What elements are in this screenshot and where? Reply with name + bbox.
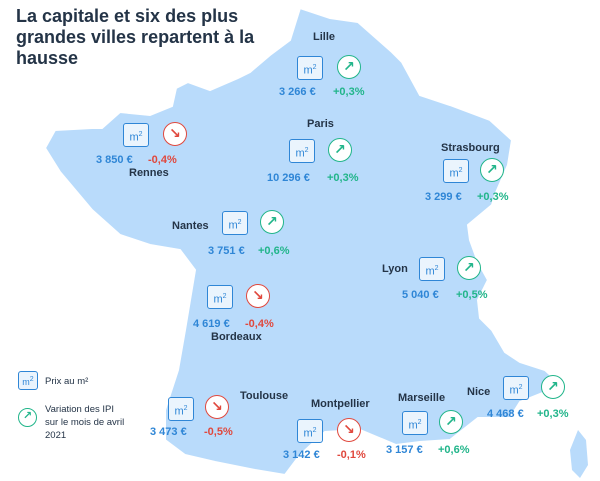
city-variation: +0,6%	[438, 444, 470, 456]
city-variation: +0,3%	[477, 191, 509, 203]
city-price: 10 296 €	[267, 172, 310, 184]
legend-variation-label: Variation des IPI sur le mois de avril 2…	[45, 404, 125, 441]
city-price: 3 142 €	[283, 449, 320, 461]
city-name: Marseille	[398, 392, 446, 404]
city-price: 3 473 €	[150, 426, 187, 438]
m2-square-icon: m2	[18, 371, 38, 390]
m2-square-icon: m2	[297, 419, 323, 443]
city-price: 3 850 €	[96, 154, 133, 166]
arrow-up-right-circle-icon: ↗	[328, 138, 352, 162]
arrow-up-right-circle-icon: ↗	[541, 375, 565, 399]
city-name: Nantes	[172, 220, 209, 232]
m2-square-icon: m2	[297, 56, 323, 80]
city-name: Lille	[313, 31, 336, 43]
city-name: Montpellier	[311, 398, 370, 410]
legend-price-label: Prix au m²	[45, 376, 89, 387]
city-variation: +0,3%	[537, 408, 569, 420]
city-variation: -0,4%	[148, 154, 177, 166]
city-name: Toulouse	[240, 390, 289, 402]
arrow-up-right-circle-icon: ↗	[337, 55, 361, 79]
city-price: 3 299 €	[425, 191, 462, 203]
city-variation: +0,5%	[456, 289, 488, 301]
arrow-up-right-circle-icon: ↗	[439, 410, 463, 434]
city-price: 3 157 €	[386, 444, 423, 456]
city-variation: +0,3%	[333, 86, 365, 98]
m2-square-icon: m2	[503, 376, 529, 400]
m2-square-icon: m2	[419, 257, 445, 281]
city-variation: -0,5%	[204, 426, 233, 438]
city-variation: +0,3%	[327, 172, 359, 184]
arrow-up-right-circle-icon: ↗	[457, 256, 481, 280]
m2-square-icon: m2	[168, 397, 194, 421]
m2-square-icon: m2	[443, 159, 469, 183]
arrow-down-right-circle-icon: ↘	[163, 122, 187, 146]
city-price: 3 266 €	[279, 86, 316, 98]
city-name: Strasbourg	[441, 142, 500, 154]
m2-square-icon: m2	[289, 139, 315, 163]
city-price: 5 040 €	[402, 289, 439, 301]
m2-square-icon: m2	[207, 285, 233, 309]
city-name: Lyon	[382, 263, 408, 275]
page-title: La capitale et six des plus grandes vill…	[16, 6, 255, 68]
city-name: Paris	[307, 118, 334, 130]
arrow-down-right-circle-icon: ↘	[246, 284, 270, 308]
city-price: 4 468 €	[487, 408, 524, 420]
arrow-up-right-circle-icon: ↗	[18, 408, 37, 427]
arrow-down-right-circle-icon: ↘	[205, 395, 229, 419]
city-price: 3 751 €	[208, 245, 245, 257]
corsica-shape	[570, 430, 588, 478]
arrow-up-right-circle-icon: ↗	[260, 210, 284, 234]
m2-square-icon: m2	[402, 411, 428, 435]
m2-square-icon: m2	[222, 211, 248, 235]
city-name: Bordeaux	[211, 331, 262, 343]
arrow-down-right-circle-icon: ↘	[337, 418, 361, 442]
city-name: Rennes	[129, 167, 169, 179]
arrow-up-right-circle-icon: ↗	[480, 158, 504, 182]
city-variation: -0,4%	[245, 318, 274, 330]
city-name: Nice	[467, 386, 491, 398]
city-variation: +0,6%	[258, 245, 290, 257]
city-variation: -0,1%	[337, 449, 366, 461]
city-price: 4 619 €	[193, 318, 230, 330]
m2-square-icon: m2	[123, 123, 149, 147]
